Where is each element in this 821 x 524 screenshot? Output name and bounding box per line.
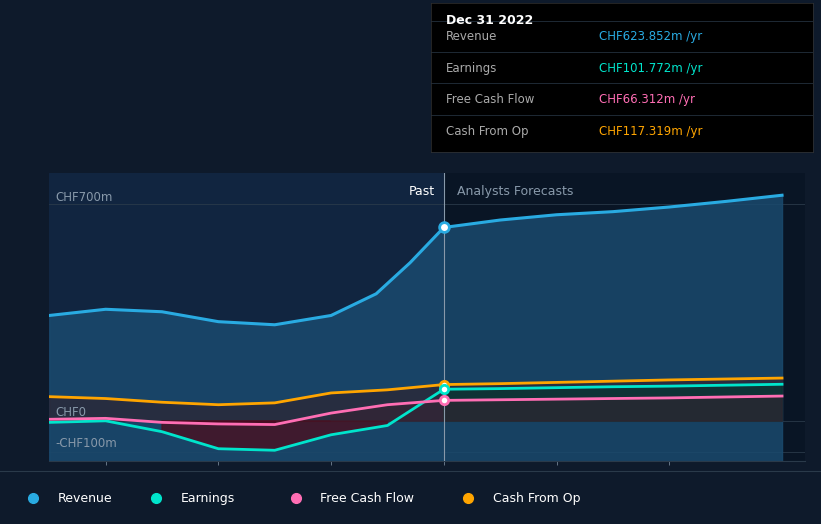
Text: CHF623.852m /yr: CHF623.852m /yr <box>599 30 702 43</box>
Text: Free Cash Flow: Free Cash Flow <box>320 492 414 505</box>
Text: Free Cash Flow: Free Cash Flow <box>447 93 534 106</box>
Text: CHF117.319m /yr: CHF117.319m /yr <box>599 125 703 138</box>
Bar <box>49 173 444 461</box>
Text: Earnings: Earnings <box>181 492 235 505</box>
Text: -CHF100m: -CHF100m <box>55 437 117 450</box>
Text: CHF66.312m /yr: CHF66.312m /yr <box>599 93 695 106</box>
Bar <box>444 173 805 461</box>
Text: Revenue: Revenue <box>57 492 112 505</box>
Text: Earnings: Earnings <box>447 62 498 75</box>
Text: Dec 31 2022: Dec 31 2022 <box>447 14 534 27</box>
Text: Cash From Op: Cash From Op <box>447 125 529 138</box>
Text: Cash From Op: Cash From Op <box>493 492 580 505</box>
Text: Analysts Forecasts: Analysts Forecasts <box>457 185 574 198</box>
Text: CHF0: CHF0 <box>55 406 86 419</box>
Text: Revenue: Revenue <box>447 30 498 43</box>
Text: CHF101.772m /yr: CHF101.772m /yr <box>599 62 703 75</box>
Text: Past: Past <box>409 185 435 198</box>
Text: CHF700m: CHF700m <box>55 191 112 204</box>
